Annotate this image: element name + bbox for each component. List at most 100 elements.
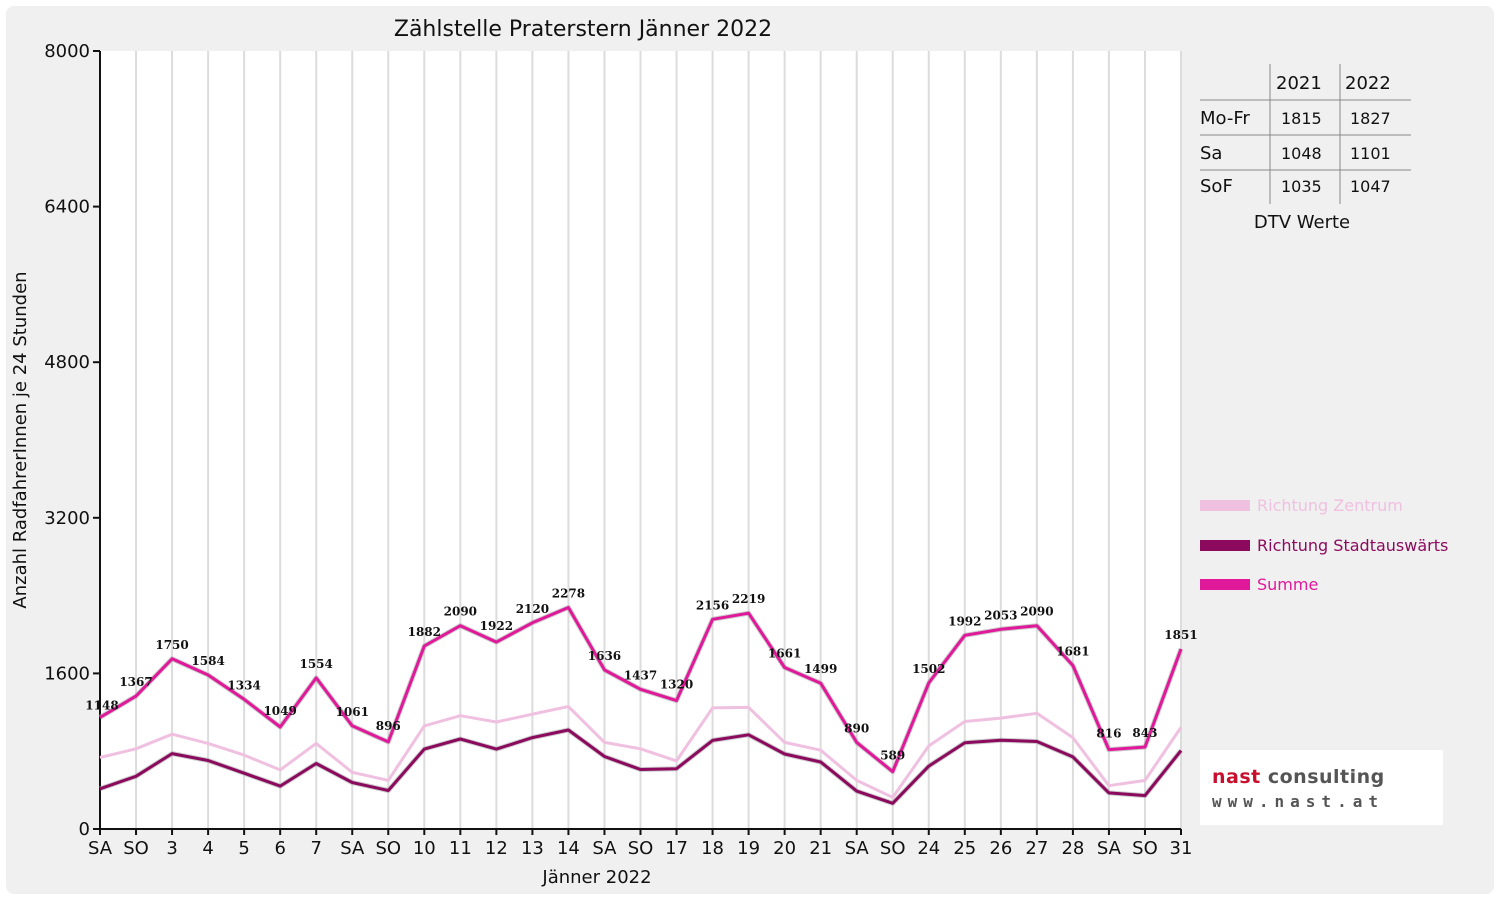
x-tick-label: SA [592,838,617,859]
data-label: 890 [844,721,869,735]
data-labels: 1148136717501584133410491554106189618822… [85,586,1197,762]
legend-label: Richtung Zentrum [1257,496,1403,515]
x-tick-label: SA [88,838,113,859]
x-tick-label: 11 [449,838,472,859]
data-label: 1750 [155,638,188,652]
nast-consulting-logo: nast consulting www.nast.at [1200,750,1443,825]
dtv-row-label: Mo-Fr [1200,108,1250,129]
x-tick-label: 12 [485,838,508,859]
legend-swatch [1200,540,1250,551]
x-tick-label: SO [1132,838,1158,859]
data-label: 1061 [336,705,369,719]
series-line-stadtauswaerts [99,728,1183,805]
x-tick-label: SO [628,838,654,859]
data-label: 1320 [660,678,693,692]
x-tick-label: 19 [737,838,760,859]
logo-wordmark: nast consulting [1212,766,1385,788]
y-tick-label: 3200 [44,508,90,529]
data-label: 2053 [984,608,1017,622]
logo-url: www.nast.at [1212,792,1384,811]
dtv-col-2022: 2022 [1345,73,1391,94]
dtv-cell: 1101 [1350,144,1391,163]
data-label: 1882 [408,625,441,639]
x-tick-label: 4 [202,838,213,859]
legend-label: Summe [1257,575,1318,594]
x-tick-label: 31 [1170,838,1193,859]
x-tick-label: 3 [166,838,177,859]
data-label: 589 [880,749,905,763]
x-tick-label: SO [375,838,401,859]
legend: Richtung Zentrum Richtung Stadtauswärts … [1200,496,1448,594]
dtv-cell: 1815 [1281,109,1322,128]
x-tick-label: SA [340,838,365,859]
y-tick-label: 0 [79,819,90,840]
chart-title: Zählstelle Praterstern Jänner 2022 [394,17,772,42]
data-label: 1851 [1164,628,1197,642]
x-tick-label: 28 [1061,838,1084,859]
dtv-caption: DTV Werte [1254,212,1350,233]
dtv-cell: 1035 [1281,177,1322,196]
data-label: 1554 [299,657,332,671]
dtv-table: 2021 2022 Mo-Fr 1815 1827 Sa 1048 1101 S… [1200,64,1411,233]
x-tick-label: 21 [809,838,832,859]
data-label: 1584 [191,654,224,668]
x-tick-label: SO [880,838,906,859]
data-label: 1992 [948,614,981,628]
x-tick-label: 17 [665,838,688,859]
data-label: 1334 [227,678,260,692]
legend-swatch [1200,500,1250,511]
data-label: 2090 [1020,605,1053,619]
x-axis-label: Jänner 2022 [541,867,651,888]
series-lines [98,605,1184,806]
x-tick-label: 20 [773,838,796,859]
x-tick-label: 26 [989,838,1012,859]
data-label: 2090 [444,605,477,619]
data-label: 816 [1096,727,1121,741]
data-label: 2120 [516,602,549,616]
x-tick-label: 24 [917,838,940,859]
series-line-zentrum [99,705,1183,799]
data-label: 1148 [85,698,118,712]
data-label: 2278 [552,586,585,600]
data-label: 1499 [804,662,837,676]
legend-item-stadtauswaerts: Richtung Stadtauswärts [1200,536,1448,555]
data-label: 896 [376,719,401,733]
x-tick-label: SA [845,838,870,859]
dtv-cell: 1047 [1350,177,1391,196]
data-label: 2156 [696,598,729,612]
data-label: 1661 [768,646,801,660]
dtv-cell: 1827 [1350,109,1391,128]
x-tick-label: SO [123,838,149,859]
x-tick-label: 25 [953,838,976,859]
y-tick-label: 6400 [44,197,90,218]
dtv-col-2021: 2021 [1276,73,1322,94]
y-axis-label: Anzahl RadfahrerInnen je 24 Stunden [10,271,31,608]
dtv-cell: 1048 [1281,144,1322,163]
data-label: 843 [1132,726,1157,740]
data-label: 1922 [480,619,513,633]
x-tick-label: 7 [310,838,321,859]
axes [93,50,1182,835]
data-label: 1437 [624,668,657,682]
legend-swatch [1200,579,1250,590]
x-tick-label: 10 [413,838,436,859]
y-tick-label: 1600 [44,663,90,684]
y-tick-label: 8000 [44,41,90,62]
dtv-row-label: SoF [1200,176,1233,197]
y-tick-label: 4800 [44,352,90,373]
x-tick-label: 13 [521,838,544,859]
x-tick-label: 5 [238,838,249,859]
data-label: 1049 [263,704,296,718]
data-label: 2219 [732,592,765,606]
data-label: 1681 [1056,645,1089,659]
x-tick-label: SA [1097,838,1122,859]
dtv-row-label: Sa [1200,143,1222,164]
series-line-summe [99,606,1183,774]
x-tick-label: 14 [557,838,580,859]
x-tick-label: 18 [701,838,724,859]
legend-item-summe: Summe [1200,575,1318,594]
x-tick-label: 27 [1025,838,1048,859]
data-label: 1636 [588,649,621,663]
legend-item-zentrum: Richtung Zentrum [1200,496,1403,515]
